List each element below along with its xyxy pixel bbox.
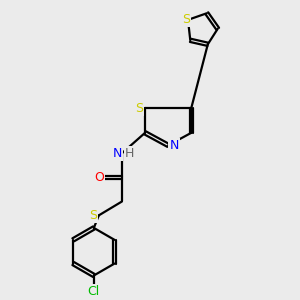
Text: O: O bbox=[94, 171, 104, 184]
Text: S: S bbox=[135, 101, 143, 115]
Text: Cl: Cl bbox=[88, 285, 100, 298]
Text: S: S bbox=[89, 209, 97, 222]
Text: N: N bbox=[169, 139, 179, 152]
Text: N: N bbox=[112, 147, 122, 160]
Text: H: H bbox=[124, 147, 134, 160]
Text: S: S bbox=[182, 14, 190, 26]
